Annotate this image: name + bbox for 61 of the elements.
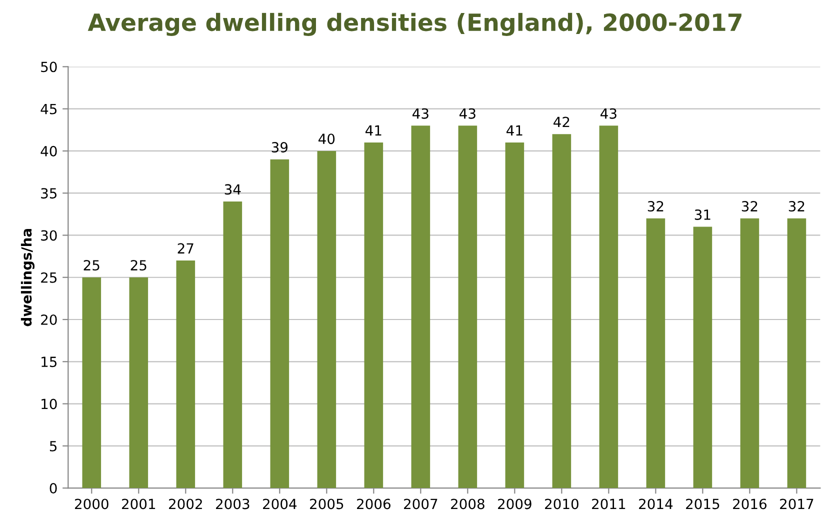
y-tick-label: 45 [40, 104, 57, 114]
x-tick-label: 2011 [592, 498, 626, 510]
x-tick-label: 2004 [263, 498, 297, 510]
x-tick-label: 2003 [216, 498, 250, 510]
data-label: 41 [506, 125, 522, 136]
bar [317, 150, 336, 488]
bar [82, 277, 102, 488]
data-label: 41 [366, 125, 382, 136]
x-tick-label: 2005 [310, 498, 344, 510]
data-label: 31 [694, 209, 710, 220]
bar [223, 202, 242, 488]
bar [740, 218, 760, 488]
y-tick-label: 40 [40, 146, 57, 156]
data-label: 42 [554, 116, 570, 128]
y-tick-label: 25 [41, 272, 57, 283]
x-tick-label: 2010 [545, 498, 578, 510]
data-label: 43 [460, 108, 476, 119]
x-tick-label: 2008 [451, 498, 484, 510]
x-tick-label: 2001 [122, 498, 156, 510]
x-tick-label: 2006 [357, 498, 390, 510]
bar [693, 226, 712, 488]
data-label: 40 [318, 134, 335, 144]
bar [787, 218, 806, 488]
x-tick-label: 2007 [404, 498, 438, 510]
data-label: 39 [272, 142, 288, 153]
data-label: 32 [788, 201, 804, 212]
data-label: 32 [742, 201, 758, 212]
bar [552, 134, 572, 488]
y-tick-label: 0 [50, 483, 57, 494]
data-label: 27 [178, 243, 194, 254]
x-tick-label: 2017 [780, 498, 814, 510]
bar [129, 277, 148, 488]
bar [599, 126, 618, 488]
data-label: 43 [412, 108, 428, 119]
x-tick-label: 2016 [733, 498, 766, 510]
y-tick-label: 50 [41, 62, 57, 72]
data-label: 32 [648, 201, 664, 212]
y-tick-label: 30 [41, 230, 57, 241]
bar [458, 126, 478, 488]
bar [364, 142, 384, 488]
chart-title: Average dwelling densities (England), 2000-2017 [88, 12, 742, 36]
x-tick-label: 2009 [498, 498, 532, 510]
bar [270, 159, 290, 488]
y-tick-label: 5 [50, 441, 57, 452]
data-label: 43 [600, 108, 616, 119]
x-tick-label: 2002 [168, 498, 202, 510]
bar [505, 142, 524, 488]
y-tick-label: 20 [41, 314, 57, 325]
bar [176, 260, 196, 488]
data-label: 25 [130, 260, 146, 271]
data-label: 34 [224, 184, 241, 195]
y-tick-label: 10 [42, 398, 57, 410]
y-axis-title: dwellings/ha [20, 229, 34, 326]
bar [646, 218, 666, 488]
data-label: 25 [84, 260, 100, 271]
y-tick-label: 15 [42, 356, 57, 368]
x-tick-label: 2000 [74, 498, 108, 510]
y-tick-label: 35 [41, 188, 57, 199]
bar [411, 126, 430, 488]
x-tick-label: 2014 [639, 498, 673, 510]
x-tick-label: 2015 [686, 498, 720, 510]
